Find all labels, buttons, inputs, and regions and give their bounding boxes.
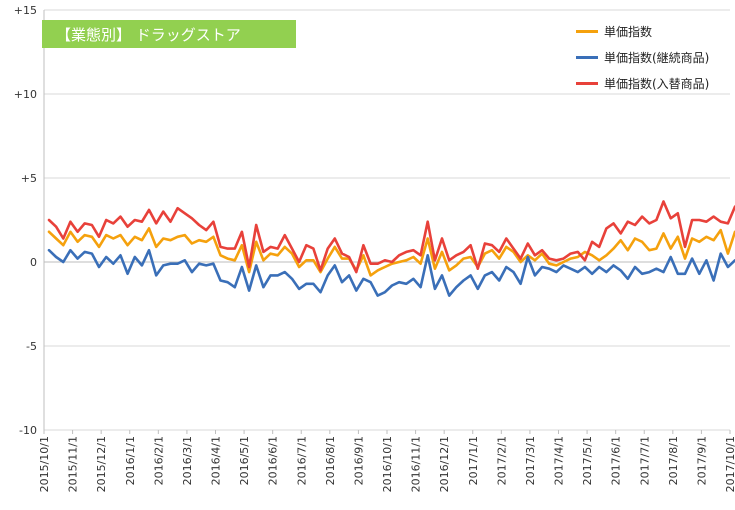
x-tick-label: 2016/9/1 bbox=[352, 436, 365, 485]
y-tick-label: 0 bbox=[30, 256, 37, 269]
x-tick-label: 2017/4/1 bbox=[553, 436, 566, 485]
x-tick-label: 2017/10/1 bbox=[724, 436, 735, 492]
x-tick-label: 2016/11/1 bbox=[410, 436, 423, 492]
x-tick-label: 2016/4/1 bbox=[210, 436, 223, 485]
x-tick-label: 2017/9/1 bbox=[695, 436, 708, 485]
y-axis: +15 +10 +5 0 -5 -10 bbox=[14, 4, 37, 437]
x-tick-label: 2015/12/1 bbox=[95, 436, 108, 492]
x-tick-label: 2016/5/1 bbox=[238, 436, 251, 485]
y-tick-label: +15 bbox=[14, 4, 37, 17]
x-tick-label: 2016/8/1 bbox=[324, 436, 337, 485]
x-tick-label: 2016/6/1 bbox=[267, 436, 280, 485]
chart-title-text: 【業態別】 ドラッグストア bbox=[56, 25, 241, 44]
x-tick-label: 2015/11/1 bbox=[67, 436, 80, 492]
x-tick-label: 2016/7/1 bbox=[295, 436, 308, 485]
y-tick-label: -5 bbox=[26, 340, 37, 353]
series-line-1 bbox=[47, 227, 735, 277]
x-tick-label: 2017/5/1 bbox=[581, 436, 594, 485]
legend-swatch bbox=[576, 29, 598, 33]
x-tick-label: 2016/3/1 bbox=[181, 436, 194, 485]
plot-area bbox=[47, 200, 735, 297]
x-axis: 2015/10/1 2015/11/1 2015/12/1 2016/1/1 2016/… bbox=[38, 430, 735, 492]
y-tick-label: +10 bbox=[14, 88, 37, 101]
x-tick-label: 2017/8/1 bbox=[667, 436, 680, 485]
x-tick-label: 2016/10/1 bbox=[381, 436, 394, 492]
legend-label: 単価指数(入替商品) bbox=[604, 76, 710, 91]
x-tick-label: 2017/7/1 bbox=[638, 436, 651, 485]
x-tick-label: 2017/6/1 bbox=[610, 436, 623, 485]
legend-swatch bbox=[576, 55, 598, 59]
chart-title: 【業態別】 ドラッグストア bbox=[42, 20, 296, 48]
y-tick-label: +5 bbox=[21, 172, 37, 185]
x-tick-label: 2015/10/1 bbox=[38, 436, 51, 492]
series-line-2 bbox=[47, 248, 735, 297]
y-tick-label: -10 bbox=[19, 424, 37, 437]
legend-label: 単価指数(継続商品) bbox=[604, 50, 710, 65]
legend-label: 単価指数 bbox=[604, 24, 653, 39]
x-tick-label: 2016/12/1 bbox=[438, 436, 451, 492]
legend-swatch bbox=[576, 81, 598, 85]
legend-item: 単価指数 bbox=[576, 18, 709, 44]
x-tick-label: 2017/1/1 bbox=[467, 436, 480, 485]
x-tick-label: 2016/2/1 bbox=[152, 436, 165, 485]
x-tick-label: 2017/3/1 bbox=[524, 436, 537, 485]
legend: 単価指数単価指数(継続商品) 単価指数(入替商品) bbox=[576, 18, 709, 96]
x-tick-label: 2016/1/1 bbox=[124, 436, 137, 485]
series-line-3 bbox=[47, 200, 735, 274]
legend-item: 単価指数(入替商品) bbox=[576, 70, 709, 96]
x-tick-label: 2017/2/1 bbox=[495, 436, 508, 485]
legend-item: 単価指数(継続商品) bbox=[576, 44, 709, 70]
